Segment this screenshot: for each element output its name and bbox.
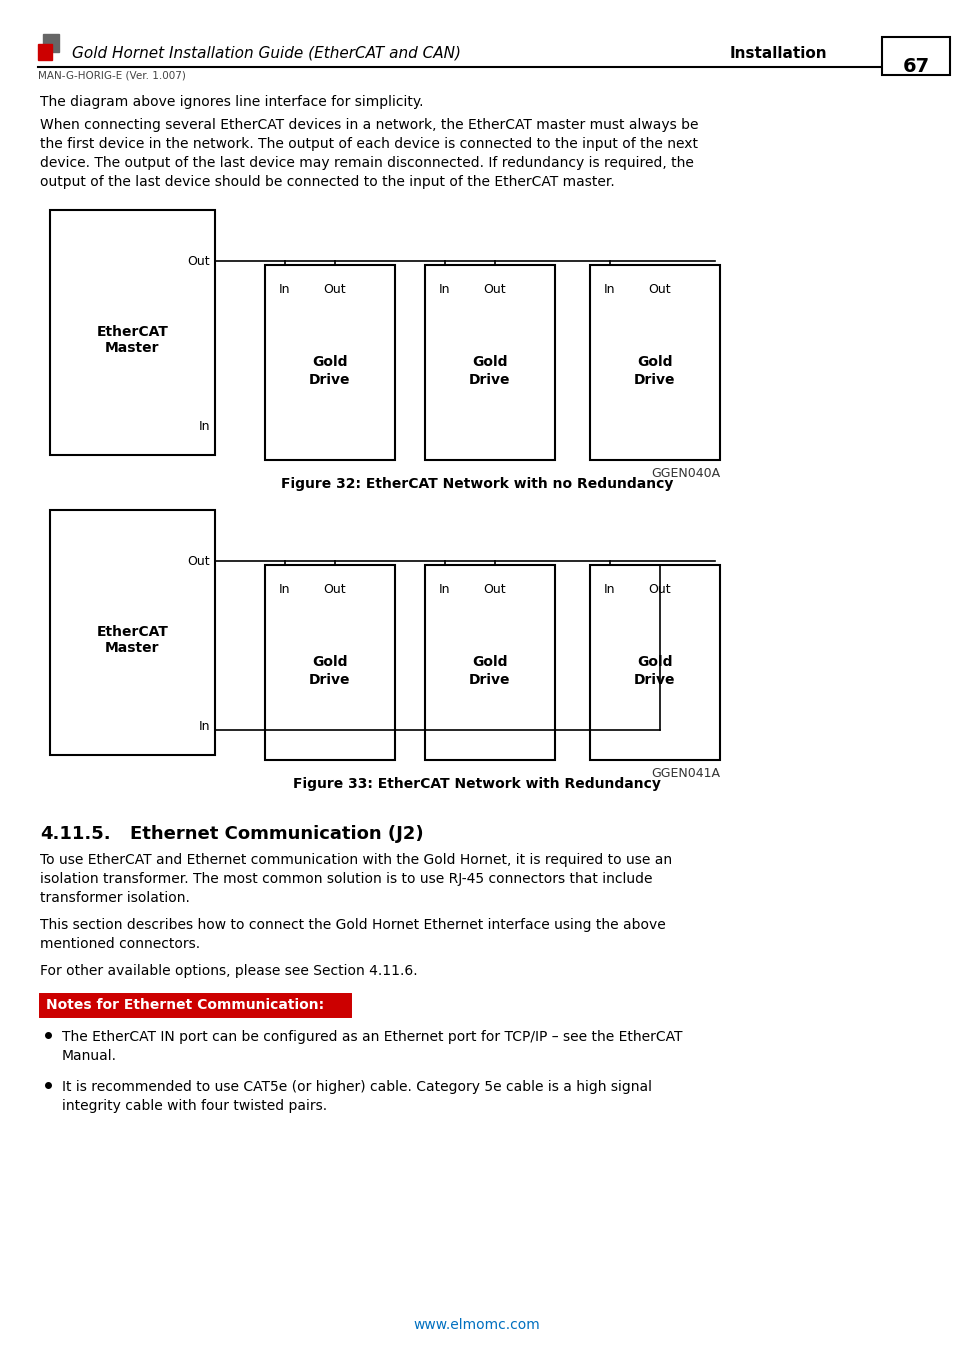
Text: Gold Hornet Installation Guide (EtherCAT and CAN): Gold Hornet Installation Guide (EtherCAT… [71,46,460,61]
Text: GGEN040A: GGEN040A [650,467,720,481]
Text: Drive: Drive [634,373,675,387]
Text: When connecting several EtherCAT devices in a network, the EtherCAT master must : When connecting several EtherCAT devices… [40,117,698,132]
Text: Installation: Installation [729,46,827,61]
Bar [43,34,59,53]
Text: Out: Out [483,583,506,595]
Bar [882,36,949,76]
Text: integrity cable with four twisted pairs.: integrity cable with four twisted pairs. [62,1099,327,1112]
Text: In: In [198,720,210,733]
Text: This section describes how to connect the Gold Hornet Ethernet interface using t: This section describes how to connect th… [40,918,665,932]
Text: In: In [198,420,210,433]
Text: In: In [438,284,450,296]
Bar [424,265,555,460]
Text: isolation transformer. The most common solution is to use RJ-45 connectors that : isolation transformer. The most common s… [40,872,652,886]
Text: Notes for Ethernet Communication:: Notes for Ethernet Communication: [46,998,324,1012]
Text: The diagram above ignores line interface for simplicity.: The diagram above ignores line interface… [40,95,423,109]
Text: Drive: Drive [309,373,351,387]
Bar [265,566,395,760]
Text: In: In [603,583,615,595]
Text: MAN-G-HORIG-E (Ver. 1.007): MAN-G-HORIG-E (Ver. 1.007) [38,70,186,80]
Text: Out: Out [187,555,210,568]
Text: Gold: Gold [312,655,348,670]
Text: Gold: Gold [637,355,672,369]
Text: mentioned connectors.: mentioned connectors. [40,937,200,950]
Text: Drive: Drive [309,674,351,687]
Bar [265,265,395,460]
Text: To use EtherCAT and Ethernet communication with the Gold Hornet, it is required : To use EtherCAT and Ethernet communicati… [40,853,672,867]
Bar [589,265,720,460]
Text: EtherCAT: EtherCAT [96,324,169,339]
Text: Master: Master [105,641,159,656]
Text: Gold: Gold [472,355,507,369]
Bar [40,994,350,1017]
Text: transformer isolation.: transformer isolation. [40,891,190,904]
Text: Out: Out [648,583,671,595]
Text: Figure 33: EtherCAT Network with Redundancy: Figure 33: EtherCAT Network with Redunda… [293,778,660,791]
Text: Out: Out [323,284,346,296]
Text: Out: Out [323,583,346,595]
Text: Manual.: Manual. [62,1049,117,1062]
Text: Out: Out [483,284,506,296]
Bar [424,566,555,760]
Bar [589,566,720,760]
Text: Ethernet Communication (J2): Ethernet Communication (J2) [130,825,423,842]
Text: Drive: Drive [634,674,675,687]
Text: Out: Out [187,255,210,269]
Text: Drive: Drive [469,674,510,687]
Text: 67: 67 [902,57,928,76]
Text: Gold: Gold [312,355,348,369]
Text: GGEN041A: GGEN041A [650,767,720,780]
Text: Master: Master [105,342,159,355]
Bar [40,994,350,1017]
Bar [50,211,214,455]
Text: Figure 32: EtherCAT Network with no Redundancy: Figure 32: EtherCAT Network with no Redu… [280,477,673,491]
Bar [50,510,214,755]
Text: output of the last device should be connected to the input of the EtherCAT maste: output of the last device should be conn… [40,176,614,189]
Text: 4.11.5.: 4.11.5. [40,825,111,842]
Text: the first device in the network. The output of each device is connected to the i: the first device in the network. The out… [40,136,698,151]
Text: For other available options, please see Section 4.11.6.: For other available options, please see … [40,964,417,977]
Text: In: In [603,284,615,296]
Text: It is recommended to use CAT5e (or higher) cable. Category 5e cable is a high si: It is recommended to use CAT5e (or highe… [62,1080,651,1094]
Text: device. The output of the last device may remain disconnected. If redundancy is : device. The output of the last device ma… [40,157,693,170]
Bar [38,45,52,59]
Text: Out: Out [648,284,671,296]
Text: EtherCAT: EtherCAT [96,625,169,639]
Text: Drive: Drive [469,373,510,387]
Text: Gold: Gold [472,655,507,670]
Text: The EtherCAT IN port can be configured as an Ethernet port for TCP/IP – see the : The EtherCAT IN port can be configured a… [62,1030,681,1044]
Text: In: In [438,583,450,595]
Text: In: In [279,284,291,296]
Text: Gold: Gold [637,655,672,670]
Text: www.elmomc.com: www.elmomc.com [414,1318,539,1332]
Text: In: In [279,583,291,595]
